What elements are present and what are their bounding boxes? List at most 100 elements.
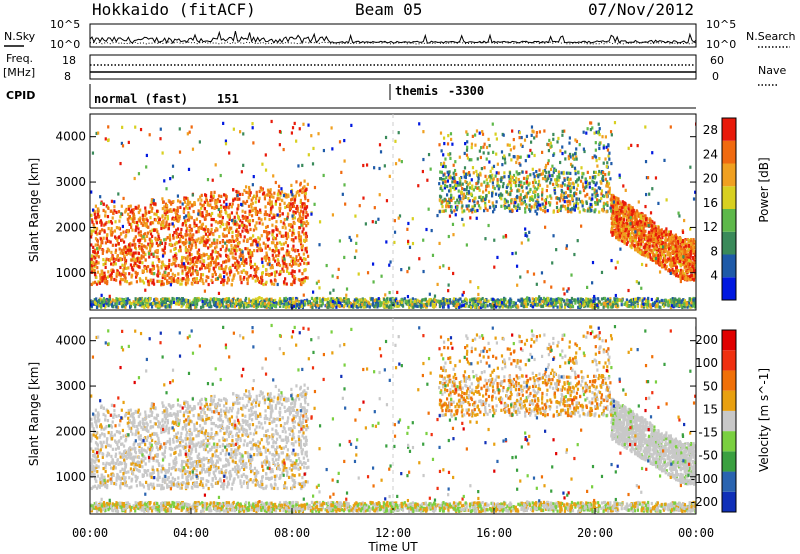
power-cell bbox=[121, 278, 124, 282]
power-cell bbox=[446, 184, 449, 189]
power-cell bbox=[274, 274, 277, 278]
power-cell bbox=[478, 305, 481, 310]
power-cell bbox=[151, 263, 154, 267]
power-cell bbox=[555, 205, 559, 210]
power-cell bbox=[620, 239, 624, 243]
power-cell bbox=[298, 226, 302, 230]
power-cell bbox=[258, 189, 261, 194]
power-cell bbox=[215, 245, 218, 249]
power-cell bbox=[186, 281, 189, 285]
power-cell bbox=[246, 247, 249, 251]
power-cell bbox=[130, 208, 134, 212]
power-cell bbox=[468, 181, 471, 185]
power-cell bbox=[292, 212, 295, 216]
power-cell bbox=[445, 205, 448, 209]
power-cell bbox=[122, 230, 125, 234]
power-cell bbox=[608, 186, 611, 190]
power-cell bbox=[635, 230, 638, 234]
power-cell bbox=[648, 253, 652, 257]
power-cell bbox=[552, 305, 555, 309]
power-cell bbox=[502, 181, 505, 186]
power-cell bbox=[644, 243, 647, 247]
power-cell bbox=[186, 275, 189, 279]
power-cell bbox=[641, 297, 644, 301]
power-cell bbox=[440, 149, 443, 153]
power-cell bbox=[585, 185, 588, 189]
power-cell bbox=[255, 265, 258, 269]
power-cell bbox=[518, 199, 521, 203]
power-cell bbox=[552, 132, 555, 137]
power-cell bbox=[207, 275, 210, 280]
power-cell bbox=[607, 172, 610, 176]
power-cell bbox=[171, 272, 174, 276]
power-cell bbox=[108, 274, 111, 278]
power-cell bbox=[593, 188, 596, 192]
power-cell bbox=[164, 212, 167, 217]
power-cell bbox=[457, 201, 460, 205]
power-cell bbox=[227, 255, 230, 260]
power-cell bbox=[638, 298, 641, 302]
power-cell bbox=[176, 206, 179, 210]
power-cell bbox=[233, 197, 237, 201]
power-cell bbox=[657, 256, 660, 261]
power-cell bbox=[184, 233, 187, 237]
power-cell bbox=[611, 205, 614, 209]
power-cell bbox=[242, 263, 246, 268]
power-cell bbox=[477, 180, 480, 184]
power-cell bbox=[633, 244, 636, 248]
power-cell bbox=[335, 301, 338, 305]
power-cell bbox=[262, 304, 265, 308]
power-cell bbox=[532, 172, 535, 176]
power-cell bbox=[102, 202, 105, 206]
power-cell bbox=[98, 231, 101, 235]
power-cell bbox=[470, 178, 473, 182]
power-cell bbox=[621, 239, 625, 244]
power-cell bbox=[529, 140, 533, 144]
power-cell bbox=[154, 202, 157, 206]
power-cell bbox=[199, 267, 202, 271]
power-cell bbox=[487, 190, 491, 195]
power-cell bbox=[602, 209, 605, 213]
power-cell bbox=[285, 253, 288, 257]
power-cell bbox=[495, 200, 498, 204]
power-cell bbox=[669, 269, 672, 273]
power-cell bbox=[173, 273, 177, 278]
power-cell bbox=[543, 199, 546, 203]
power-cell bbox=[304, 257, 307, 261]
power-cell bbox=[654, 230, 658, 234]
power-cell bbox=[444, 157, 447, 161]
power-cell bbox=[647, 221, 650, 226]
power-cell bbox=[610, 193, 613, 198]
power-cell bbox=[684, 244, 687, 248]
power-cell bbox=[623, 210, 627, 214]
power-cell bbox=[175, 231, 178, 235]
power-cell bbox=[525, 192, 528, 196]
power-cell bbox=[182, 240, 186, 245]
power-cell bbox=[191, 268, 195, 272]
power-cell bbox=[130, 275, 133, 279]
power-cell bbox=[296, 249, 300, 253]
power-cell bbox=[197, 229, 200, 234]
power-cell bbox=[484, 204, 487, 208]
power-cell bbox=[556, 140, 559, 144]
power-cell bbox=[231, 230, 234, 234]
power-cell bbox=[617, 221, 620, 226]
power-cell bbox=[524, 195, 527, 199]
power-cell bbox=[477, 204, 481, 208]
power-cell bbox=[96, 250, 100, 254]
power-cell bbox=[465, 153, 469, 157]
power-cell bbox=[268, 257, 271, 262]
power-cell bbox=[177, 297, 181, 301]
power-cell bbox=[372, 299, 375, 303]
power-cell bbox=[594, 195, 597, 199]
power-cell bbox=[595, 181, 598, 185]
power-cell bbox=[649, 238, 652, 242]
power-cell bbox=[518, 172, 521, 176]
power-cell bbox=[634, 215, 637, 219]
power-cell bbox=[563, 178, 566, 182]
power-cell bbox=[298, 216, 301, 220]
power-cell bbox=[163, 205, 166, 209]
power-cell bbox=[669, 236, 672, 240]
power-cell bbox=[627, 218, 630, 223]
power-cell bbox=[429, 298, 433, 302]
